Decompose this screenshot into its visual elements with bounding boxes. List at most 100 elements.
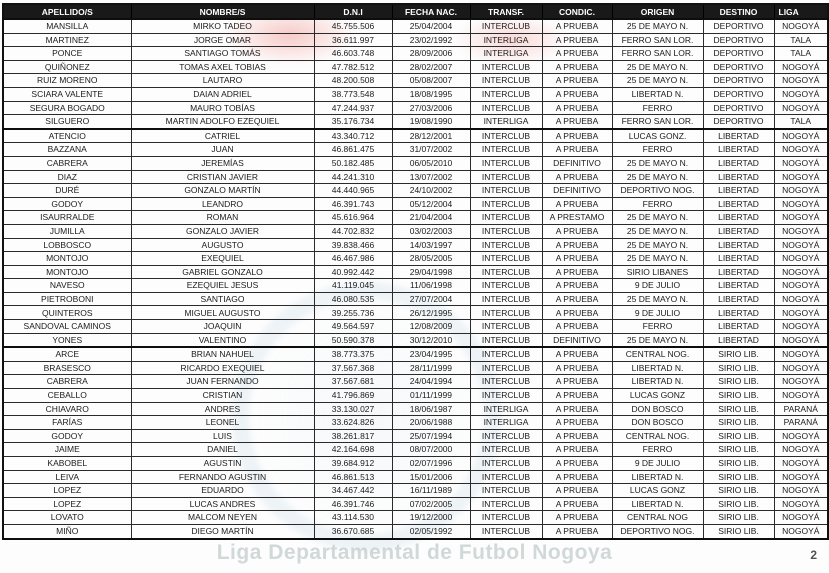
cell-transf: INTERCLUB bbox=[469, 223, 543, 239]
table-row: GODOY LUIS 38.261.817 25/07/1994 INTERCLUB A … bbox=[2, 428, 829, 444]
cell-origen: 25 DE MAYO N. bbox=[611, 291, 704, 307]
table-row: LEIVA FERNANDO AGUSTIN 46.861.513 15/01/200… bbox=[2, 469, 829, 485]
cell-nombre: JUAN FERNANDO bbox=[130, 374, 315, 390]
cell-transf: INTERCLUB bbox=[469, 510, 543, 525]
cell-liga: NOGOYÁ bbox=[773, 496, 829, 512]
cell-liga: NOGOYÁ bbox=[773, 278, 829, 293]
cell-nombre: DAIAN ADRIEL bbox=[130, 86, 315, 102]
cell-dni: 49.564.597 bbox=[313, 319, 393, 334]
cell-transf: INTERCLUB bbox=[469, 155, 543, 171]
cell-fecha_nac: 28/12/2001 bbox=[391, 128, 471, 144]
cell-fecha_nac: 07/02/2005 bbox=[391, 496, 471, 512]
cell-origen: CENTRAL NOG bbox=[611, 510, 704, 525]
cell-nombre: AGUSTIN bbox=[130, 456, 315, 471]
cell-liga: NOGOYÁ bbox=[773, 510, 829, 525]
cell-nombre: CRISTIAN JAVIER bbox=[130, 169, 315, 185]
cell-nombre: JOAQUIN bbox=[130, 319, 315, 334]
cell-destino: LIBERTAD bbox=[702, 210, 775, 225]
cell-apellido: ARCE bbox=[2, 346, 132, 362]
cell-origen: FERRO SAN LOR. bbox=[611, 32, 704, 48]
cell-nombre: DANIEL bbox=[130, 442, 315, 457]
cell-apellido: RUIZ MORENO bbox=[2, 73, 132, 88]
cell-condic: A PRUEBA bbox=[541, 46, 613, 61]
cell-destino: SIRIO LIB. bbox=[702, 456, 775, 471]
column-header-apellido: APELLIDO/S bbox=[2, 3, 132, 20]
cell-nombre: LUCAS ANDRES bbox=[130, 496, 315, 512]
cell-dni: 35.176.734 bbox=[313, 114, 393, 130]
cell-dni: 38.773.548 bbox=[313, 86, 393, 102]
cell-origen: 25 DE MAYO N. bbox=[611, 223, 704, 239]
cell-apellido: JAIME bbox=[2, 442, 132, 457]
cell-liga: NOGOYÁ bbox=[773, 483, 829, 498]
cell-nombre: EZEQUIEL JESUS bbox=[130, 278, 315, 293]
cell-nombre: GABRIEL GONZALO bbox=[130, 264, 315, 280]
cell-dni: 44.241.310 bbox=[313, 169, 393, 185]
cell-transf: INTERLIGA bbox=[469, 46, 543, 61]
cell-liga: NOGOYÁ bbox=[773, 305, 829, 321]
cell-apellido: SCIARA VALENTE bbox=[2, 86, 132, 102]
cell-condic: A PRUEBA bbox=[541, 100, 613, 116]
cell-dni: 39.684.912 bbox=[313, 456, 393, 471]
cell-destino: LIBERTAD bbox=[702, 264, 775, 280]
cell-fecha_nac: 15/01/2006 bbox=[391, 469, 471, 485]
cell-condic: A PRUEBA bbox=[541, 291, 613, 307]
cell-apellido: MANSILLA bbox=[2, 18, 132, 34]
cell-liga: NOGOYÁ bbox=[773, 428, 829, 444]
table-row: LOPEZ LUCAS ANDRES 46.391.746 07/02/2005 INT… bbox=[2, 496, 829, 512]
header-row: APELLIDO/S NOMBRE/S D.N.I FECHA NAC. TRANSF.… bbox=[2, 3, 829, 20]
cell-apellido: BRASESCO bbox=[2, 360, 132, 376]
cell-origen: FERRO bbox=[611, 319, 704, 334]
cell-nombre: JORGE OMAR bbox=[130, 32, 315, 48]
cell-origen: LUCAS GONZ. bbox=[611, 128, 704, 144]
cell-nombre: ROMAN bbox=[130, 210, 315, 225]
cell-dni: 46.391.746 bbox=[313, 496, 393, 512]
cell-condic: A PRUEBA bbox=[541, 415, 613, 430]
table-row: BAZZANA JUAN 46.861.475 31/07/2002 INTERCLUB… bbox=[2, 142, 829, 157]
cell-fecha_nac: 20/06/1988 bbox=[391, 415, 471, 430]
table-row: SILGUERO MARTIN ADOLFO EZEQUIEL 35.176.734… bbox=[2, 114, 829, 130]
table-row: LOBBOSCO AUGUSTO 39.838.466 14/03/1997 INTER… bbox=[2, 237, 829, 253]
table-row: DURÉ GONZALO MARTÍN 44.440.965 24/10/2002 IN… bbox=[2, 183, 829, 198]
cell-transf: INTERCLUB bbox=[469, 183, 543, 198]
cell-dni: 44.702.832 bbox=[313, 223, 393, 239]
cell-apellido: NAVESO bbox=[2, 278, 132, 293]
cell-condic: A PRUEBA bbox=[541, 428, 613, 444]
cell-condic: A PRUEBA bbox=[541, 346, 613, 362]
cell-transf: INTERCLUB bbox=[469, 196, 543, 212]
cell-fecha_nac: 02/05/1992 bbox=[391, 523, 471, 540]
cell-nombre: AUGUSTO bbox=[130, 237, 315, 253]
cell-nombre: RICARDO EXEQUIEL bbox=[130, 360, 315, 376]
column-header-liga: LIGA bbox=[773, 3, 829, 20]
table-row: DIAZ CRISTIAN JAVIER 44.241.310 13/07/2002 I… bbox=[2, 169, 829, 185]
cell-fecha_nac: 25/07/1994 bbox=[391, 428, 471, 444]
table-row: SANDOVAL CAMINOS JOAQUIN 49.564.597 12/08/2… bbox=[2, 319, 829, 334]
cell-dni: 43.114.530 bbox=[313, 510, 393, 525]
cell-transf: INTERCLUB bbox=[469, 291, 543, 307]
cell-condic: A PRUEBA bbox=[541, 305, 613, 321]
cell-destino: DEPORTIVO bbox=[702, 73, 775, 88]
table-row: JAIME DANIEL 42.164.698 08/07/2000 INTERCLUB… bbox=[2, 442, 829, 457]
cell-transf: INTERCLUB bbox=[469, 469, 543, 485]
cell-fecha_nac: 02/07/1996 bbox=[391, 456, 471, 471]
cell-destino: DEPORTIVO bbox=[702, 32, 775, 48]
cell-transf: INTERCLUB bbox=[469, 360, 543, 376]
table-row: LOPEZ EDUARDO 34.467.442 16/11/1989 INTERCLU… bbox=[2, 483, 829, 498]
cell-liga: NOGOYÁ bbox=[773, 86, 829, 102]
cell-transf: INTERLIGA bbox=[469, 401, 543, 417]
cell-liga: NOGOYÁ bbox=[773, 142, 829, 157]
cell-condic: A PRUEBA bbox=[541, 523, 613, 540]
cell-transf: INTERCLUB bbox=[469, 210, 543, 225]
cell-destino: DEPORTIVO bbox=[702, 18, 775, 34]
cell-origen: 25 DE MAYO N. bbox=[611, 237, 704, 253]
table-row: KABOBEL AGUSTIN 39.684.912 02/07/1996 INTERC… bbox=[2, 456, 829, 471]
cell-nombre: MALCOM NEYEN bbox=[130, 510, 315, 525]
cell-apellido: QUINTEROS bbox=[2, 305, 132, 321]
cell-condic: A PRUEBA bbox=[541, 59, 613, 75]
cell-destino: SIRIO LIB. bbox=[702, 469, 775, 485]
cell-apellido: GODOY bbox=[2, 428, 132, 444]
column-header-origen: ORIGEN bbox=[611, 3, 704, 20]
cell-apellido: MONTOJO bbox=[2, 264, 132, 280]
cell-nombre: DIEGO MARTÍN bbox=[130, 523, 315, 540]
cell-dni: 44.440.965 bbox=[313, 183, 393, 198]
cell-destino: SIRIO LIB. bbox=[702, 428, 775, 444]
